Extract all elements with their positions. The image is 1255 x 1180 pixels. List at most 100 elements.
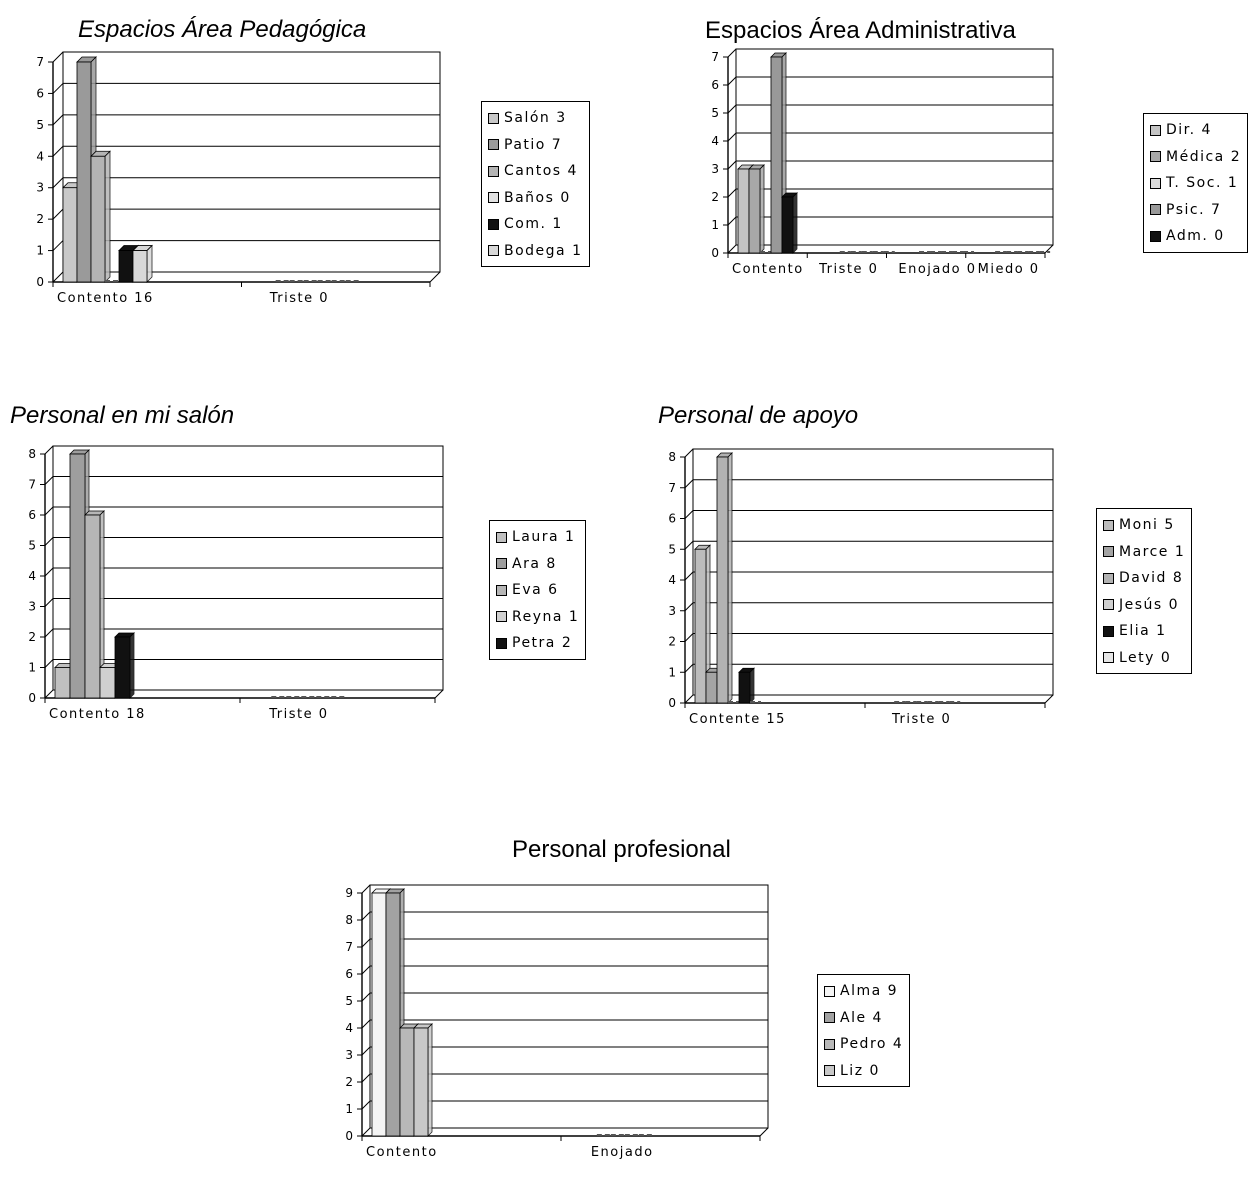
legend-swatch	[496, 584, 507, 596]
legend-label: Adm. 0	[1166, 228, 1225, 245]
bar-chart-personal-profesional: 0 1 2 3 4 5 6 7 8 9 Contento Enojado	[345, 884, 769, 1160]
legend-swatch	[1150, 151, 1161, 163]
legend-swatch	[488, 192, 499, 204]
legend-swatch	[488, 218, 499, 230]
y-tick-label: 5	[36, 118, 44, 132]
grid-side	[52, 240, 64, 251]
legend-item: Eva 6	[496, 577, 579, 604]
y-tick-label: 9	[345, 886, 353, 900]
legend-swatch	[496, 531, 507, 543]
legend-label: Alma 9	[840, 983, 899, 1000]
legend-swatch	[488, 112, 499, 124]
y-tick-label: 5	[711, 106, 719, 120]
y-tick-label: 6	[711, 78, 719, 92]
legend-swatch	[496, 637, 507, 649]
bar	[781, 196, 794, 254]
bar	[770, 56, 783, 254]
legend-label: Ara 8	[512, 555, 557, 572]
legend-item: Com. 1	[488, 211, 583, 238]
grid-side	[44, 476, 54, 485]
legend-item: Adm. 0	[1150, 223, 1241, 250]
grid-side	[44, 598, 54, 607]
legend-swatch	[488, 245, 499, 257]
grid-side	[44, 506, 54, 516]
legend-label: Reyna 1	[512, 608, 580, 625]
legend-item: Médica 2	[1150, 144, 1241, 171]
grid-side	[44, 659, 54, 668]
legend-item: Patio 7	[488, 132, 583, 159]
bar-chart-administrativa: 0 1 2 3 4 5 6 7 Contento Triste 0 Enojado 0 Miedo 0	[711, 48, 1054, 277]
grid-side	[361, 938, 371, 948]
y-tick-label: 1	[668, 665, 676, 679]
grid-side	[727, 188, 737, 198]
legend-label: Bodega 1	[504, 242, 583, 259]
legend-label: T. Soc. 1	[1166, 175, 1239, 192]
legend-swatch	[1150, 177, 1161, 189]
legend-swatch	[496, 558, 507, 570]
y-tick-label: 6	[36, 86, 44, 100]
legend-swatch	[1150, 204, 1161, 216]
legend-item: Reyna 1	[496, 604, 579, 631]
y-tick-label: 3	[28, 600, 36, 614]
y-tick-label: 2	[28, 630, 36, 644]
chart-title: Espacios Área Administrativa	[705, 17, 1016, 44]
legend-item: Ale 4	[824, 1005, 903, 1032]
legend-swatch	[824, 1012, 835, 1024]
x-tick-label: Contento	[732, 262, 804, 277]
legend-label: David 8	[1119, 570, 1184, 587]
legend-label: Cantos 4	[504, 163, 578, 180]
grid-side	[44, 537, 54, 546]
legend-item: Elia 1	[1103, 618, 1185, 645]
x-tick-label: Enojado 0	[898, 262, 976, 277]
y-tick-label: 1	[345, 1102, 353, 1116]
bar-side	[129, 632, 135, 699]
y-tick-label: 5	[345, 994, 353, 1008]
legend-swatch	[1103, 599, 1114, 611]
legend-item: Baños 0	[488, 185, 583, 212]
grid-side	[361, 1073, 371, 1083]
bar-chart-pedagogica: 0 1 2 3 4 5 6 7 Contento 16 Triste 0	[36, 51, 441, 306]
legend-label: Médica 2	[1166, 148, 1242, 165]
y-tick-label: 5	[668, 542, 676, 556]
grid-side	[684, 663, 694, 673]
legend-personal-salon: Laura 1 Ara 8 Eva 6 Reyna 1 Petra 2	[489, 520, 587, 660]
y-tick-label: 7	[28, 478, 36, 492]
legend-swatch	[496, 611, 507, 623]
y-tick-label: 0	[668, 696, 676, 710]
grid-side	[727, 160, 737, 170]
legend-item: Bodega 1	[488, 238, 583, 265]
x-tick-label: Enojado	[591, 1145, 654, 1160]
legend-swatch	[488, 165, 499, 177]
legend-label: Moni 5	[1119, 517, 1175, 534]
y-tick-label: 6	[345, 967, 353, 981]
bar-side	[146, 244, 153, 283]
grid-side	[727, 132, 737, 142]
y-tick-label: 3	[668, 604, 676, 618]
bar	[132, 250, 148, 283]
legend-label: Com. 1	[504, 216, 563, 233]
y-tick-label: 5	[28, 539, 36, 553]
y-tick-label: 3	[711, 162, 719, 176]
x-tick-label: Triste 0	[891, 712, 951, 727]
legend-item: Salón 3	[488, 105, 583, 132]
chart-title: Personal profesional	[512, 836, 731, 863]
legend-item: T. Soc. 1	[1150, 170, 1241, 197]
y-tick-label: 2	[711, 190, 719, 204]
legend-swatch	[1150, 124, 1161, 136]
x-tick-label: Contento 16	[57, 291, 154, 306]
grid-side	[52, 114, 64, 126]
bar	[90, 155, 106, 283]
x-tick-label: Contento	[366, 1145, 438, 1160]
grid-side	[684, 633, 694, 642]
legend-item: Liz 0	[824, 1058, 903, 1085]
bar	[84, 514, 101, 699]
x-tick-label: Triste 0	[269, 291, 329, 306]
legend-swatch	[1103, 625, 1114, 637]
legend-label: Dir. 4	[1166, 122, 1212, 139]
legend-swatch	[824, 985, 835, 997]
x-tick-label: Triste 0	[268, 707, 328, 722]
y-tick-label: 4	[36, 149, 44, 163]
x-tick-label: Miedo 0	[978, 262, 1040, 277]
y-tick-label: 7	[711, 50, 719, 64]
grid-side	[52, 83, 64, 94]
